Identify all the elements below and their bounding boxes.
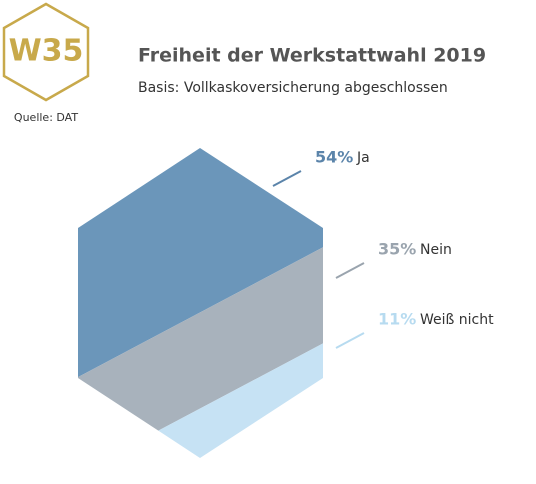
category-label: Ja <box>356 150 370 166</box>
segment <box>78 148 323 378</box>
badge-frame <box>2 2 90 102</box>
category-label: Nein <box>420 242 452 258</box>
plot: 54% Ja 35% Nein 11% Weiß nicht <box>78 148 494 458</box>
segment <box>78 247 323 431</box>
segment <box>158 343 323 458</box>
value-label: 54% <box>315 148 353 167</box>
leader-line <box>335 262 365 279</box>
leader-line <box>272 170 302 187</box>
chart-title: Freiheit der Werkstattwahl 2019 <box>138 45 486 67</box>
value-label: 11% <box>378 310 416 329</box>
leader-line <box>335 332 365 349</box>
badge: W35 <box>9 34 84 69</box>
source: Quelle: DAT <box>14 111 78 124</box>
category-label: Weiß nicht <box>420 312 494 328</box>
chart-subtitle: Basis: Vollkaskoversicherung abgeschloss… <box>138 80 448 96</box>
value-label: 35% <box>378 240 416 259</box>
